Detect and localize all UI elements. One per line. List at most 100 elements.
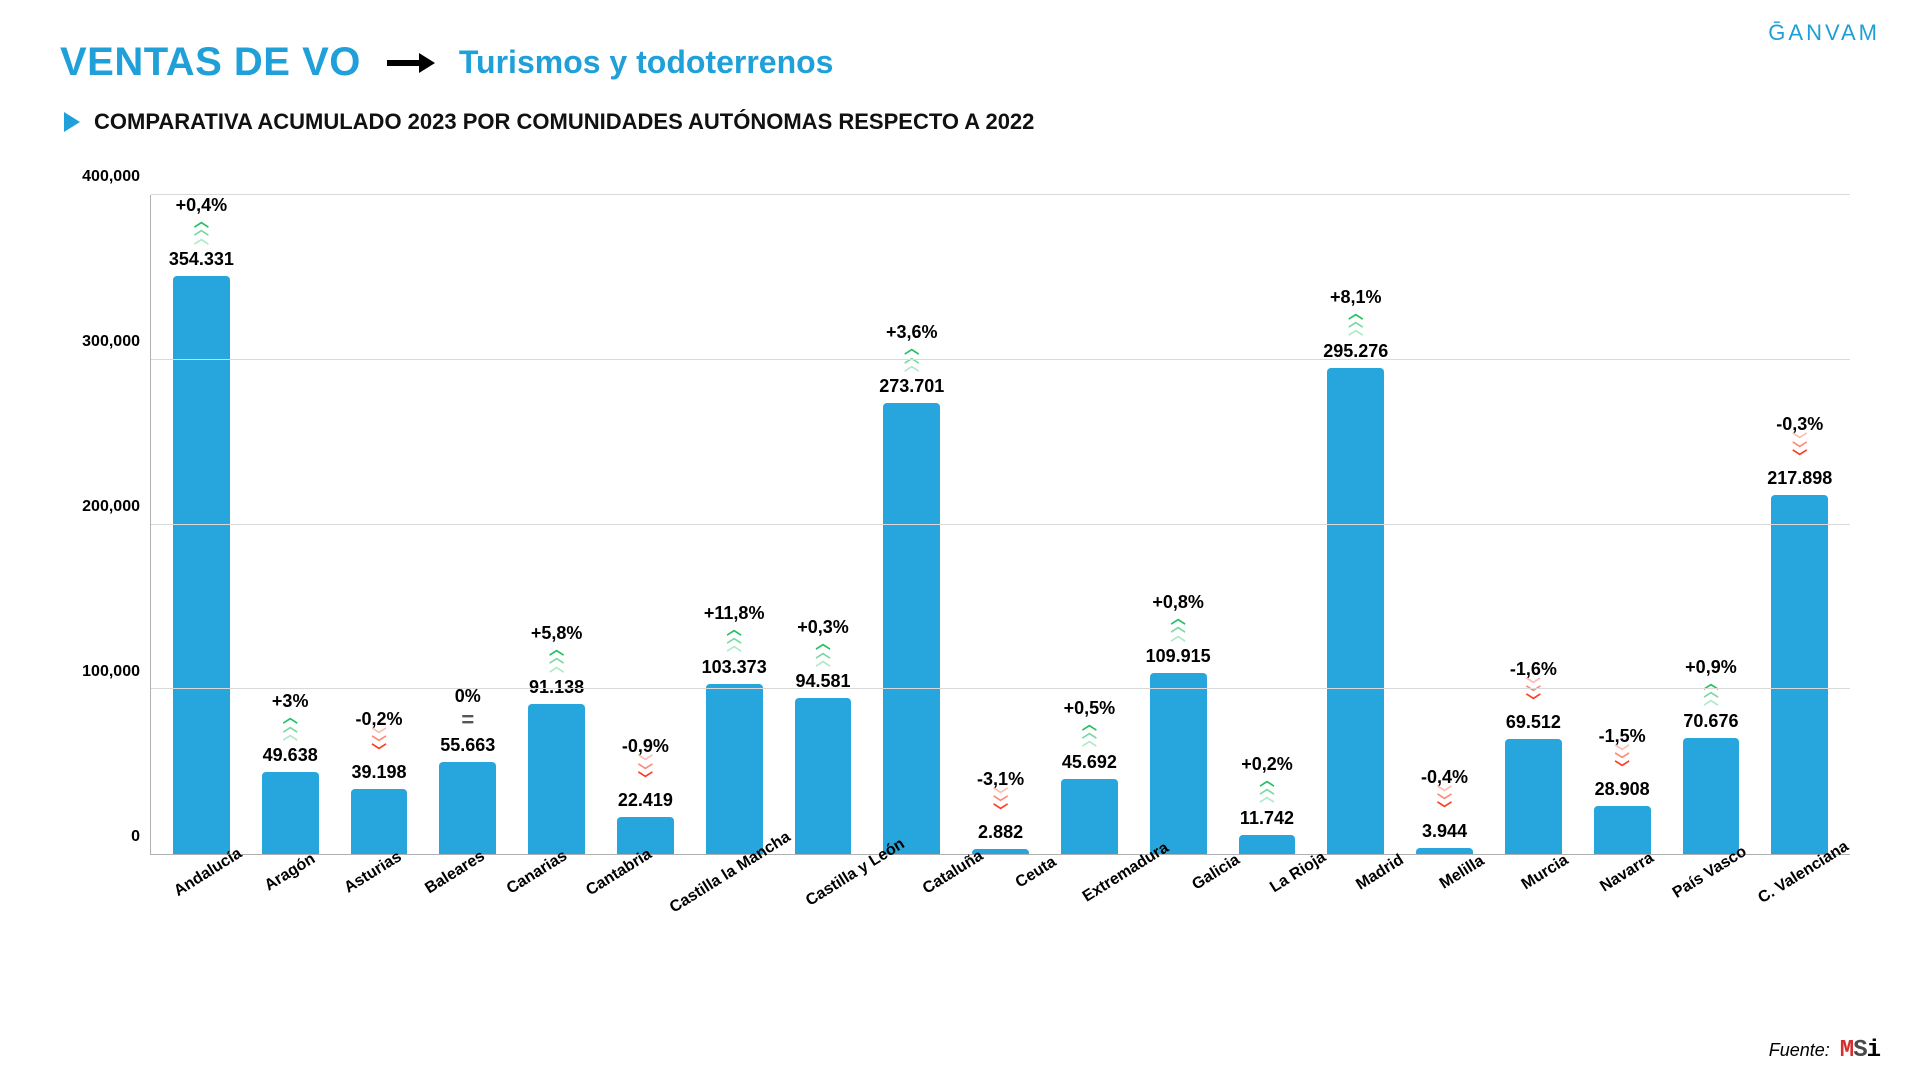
chevron-up-icon: ︿︿︿ (283, 714, 298, 739)
pct-change-label: 0% (455, 686, 481, 707)
bar-column: -1,5%﹀﹀﹀28.908 (1578, 195, 1667, 854)
bar (883, 403, 940, 854)
source-logo: MSi (1840, 1037, 1880, 1064)
value-label: 39.198 (351, 762, 406, 783)
bar-stack: -1,6%﹀﹀﹀69.512 (1489, 195, 1578, 854)
value-label: 109.915 (1146, 646, 1211, 667)
bar-column: -3,1%﹀﹀﹀2.882 (956, 195, 1045, 854)
bar-stack: +3,6%︿︿︿273.701 (867, 195, 956, 854)
bar (1771, 495, 1828, 854)
bar-stack: +0,2%︿︿︿11.742 (1223, 195, 1312, 854)
bars-container: +0,4%︿︿︿354.331+3%︿︿︿49.638-0,2%﹀﹀﹀39.19… (151, 195, 1850, 854)
x-axis-labels: AndalucíaAragónAsturiasBalearesCanariasC… (150, 855, 1850, 935)
y-tick-label: 200,000 (82, 498, 140, 516)
bar (1505, 739, 1562, 854)
section-row: COMPARATIVA ACUMULADO 2023 POR COMUNIDAD… (60, 109, 1860, 135)
plot-area: +0,4%︿︿︿354.331+3%︿︿︿49.638-0,2%﹀﹀﹀39.19… (150, 195, 1850, 855)
bar-column: +0,9%︿︿︿70.676 (1667, 195, 1756, 854)
bar-stack: +0,8%︿︿︿109.915 (1134, 195, 1223, 854)
value-label: 70.676 (1683, 711, 1738, 732)
bar-stack: -0,2%﹀﹀﹀39.198 (335, 195, 424, 854)
bar-stack: -0,9%﹀﹀﹀22.419 (601, 195, 690, 854)
chevron-up-icon: ︿︿︿ (1259, 777, 1274, 802)
bar-column: -1,6%﹀﹀﹀69.512 (1489, 195, 1578, 854)
chevron-down-icon: ﹀﹀﹀ (1437, 790, 1452, 815)
value-label: 354.331 (169, 249, 234, 270)
chevron-down-icon: ﹀﹀﹀ (371, 732, 386, 757)
bar-stack: +0,3%︿︿︿94.581 (779, 195, 868, 854)
gridline (151, 688, 1850, 689)
gridline (151, 524, 1850, 525)
bar-column: -0,2%﹀﹀﹀39.198 (335, 195, 424, 854)
chevron-up-icon: ︿︿︿ (727, 626, 742, 651)
chevron-down-icon: ﹀﹀﹀ (993, 792, 1008, 817)
y-tick-label: 0 (131, 828, 140, 846)
chevron-down-icon: ﹀﹀﹀ (1792, 437, 1807, 462)
chevron-up-icon: ︿︿︿ (815, 640, 830, 665)
bar-stack: +0,4%︿︿︿354.331 (157, 195, 246, 854)
chevron-up-icon: ︿︿︿ (1348, 310, 1363, 335)
subtitle: Turismos y todoterrenos (459, 44, 834, 81)
section-title: COMPARATIVA ACUMULADO 2023 POR COMUNIDAD… (94, 109, 1034, 135)
bar-stack: -1,5%﹀﹀﹀28.908 (1578, 195, 1667, 854)
bar-column: +3,6%︿︿︿273.701 (867, 195, 956, 854)
bar-column: +11,8%︿︿︿103.373 (690, 195, 779, 854)
gridline (151, 359, 1850, 360)
chevron-up-icon: ︿︿︿ (904, 345, 919, 370)
gridline (151, 194, 1850, 195)
triangle-bullet-icon (64, 112, 80, 132)
bar-column: +0,5%︿︿︿45.692 (1045, 195, 1134, 854)
bar-stack: 0%= 55.663 (423, 195, 512, 854)
value-label: 49.638 (263, 745, 318, 766)
y-tick-label: 400,000 (82, 168, 140, 186)
bar-column: +0,4%︿︿︿354.331 (157, 195, 246, 854)
value-label: 2.882 (978, 822, 1023, 843)
bar-column: +3%︿︿︿49.638 (246, 195, 335, 854)
bar-column: -0,3%﹀﹀﹀217.898 (1755, 195, 1844, 854)
bar-stack: +8,1%︿︿︿295.276 (1311, 195, 1400, 854)
y-tick-label: 100,000 (82, 663, 140, 681)
bar (1327, 368, 1384, 854)
chevron-down-icon: ﹀﹀﹀ (638, 759, 653, 784)
bar (1061, 779, 1118, 854)
chart: 0100,000200,000300,000400,000 +0,4%︿︿︿35… (70, 195, 1850, 935)
chevron-down-icon: ﹀﹀﹀ (1615, 749, 1630, 774)
bar (1150, 673, 1207, 854)
chevron-up-icon: ︿︿︿ (194, 218, 209, 243)
bar (795, 698, 852, 854)
value-label: 55.663 (440, 735, 495, 756)
equals-icon: = (461, 709, 474, 731)
bar-column: -0,4%﹀﹀﹀3.944 (1400, 195, 1489, 854)
value-label: 45.692 (1062, 752, 1117, 773)
bar-stack: +0,9%︿︿︿70.676 (1667, 195, 1756, 854)
bar-stack: +0,5%︿︿︿45.692 (1045, 195, 1134, 854)
y-axis: 0100,000200,000300,000400,000 (70, 195, 150, 855)
bar-column: +0,2%︿︿︿11.742 (1223, 195, 1312, 854)
bar-column: +0,8%︿︿︿109.915 (1134, 195, 1223, 854)
slide: ḠANVAM VENTAS DE VO Turismos y todoterre… (0, 0, 1920, 1080)
value-label: 217.898 (1767, 468, 1832, 489)
bar-stack: -0,3%﹀﹀﹀217.898 (1755, 195, 1844, 854)
bar-stack: +3%︿︿︿49.638 (246, 195, 335, 854)
y-tick-label: 300,000 (82, 333, 140, 351)
title-row: VENTAS DE VO Turismos y todoterrenos (60, 40, 1860, 85)
value-label: 28.908 (1595, 779, 1650, 800)
chevron-up-icon: ︿︿︿ (1703, 680, 1718, 705)
chevron-up-icon: ︿︿︿ (1082, 721, 1097, 746)
bar-column: 0%= 55.663 (423, 195, 512, 854)
value-label: 103.373 (702, 657, 767, 678)
chevron-down-icon: ﹀﹀﹀ (1526, 682, 1541, 707)
bar (706, 684, 763, 854)
bar-column: +5,8%︿︿︿91.138 (512, 195, 601, 854)
bar-stack: +11,8%︿︿︿103.373 (690, 195, 779, 854)
source-label: Fuente: (1769, 1040, 1830, 1061)
value-label: 3.944 (1422, 821, 1467, 842)
chevron-up-icon: ︿︿︿ (549, 646, 564, 671)
value-label: 22.419 (618, 790, 673, 811)
value-label: 11.742 (1240, 808, 1294, 829)
bar-stack: -3,1%﹀﹀﹀2.882 (956, 195, 1045, 854)
bar-column: +0,3%︿︿︿94.581 (779, 195, 868, 854)
bar (528, 704, 585, 854)
arrow-right-icon (385, 51, 435, 75)
bar-column: -0,9%﹀﹀﹀22.419 (601, 195, 690, 854)
